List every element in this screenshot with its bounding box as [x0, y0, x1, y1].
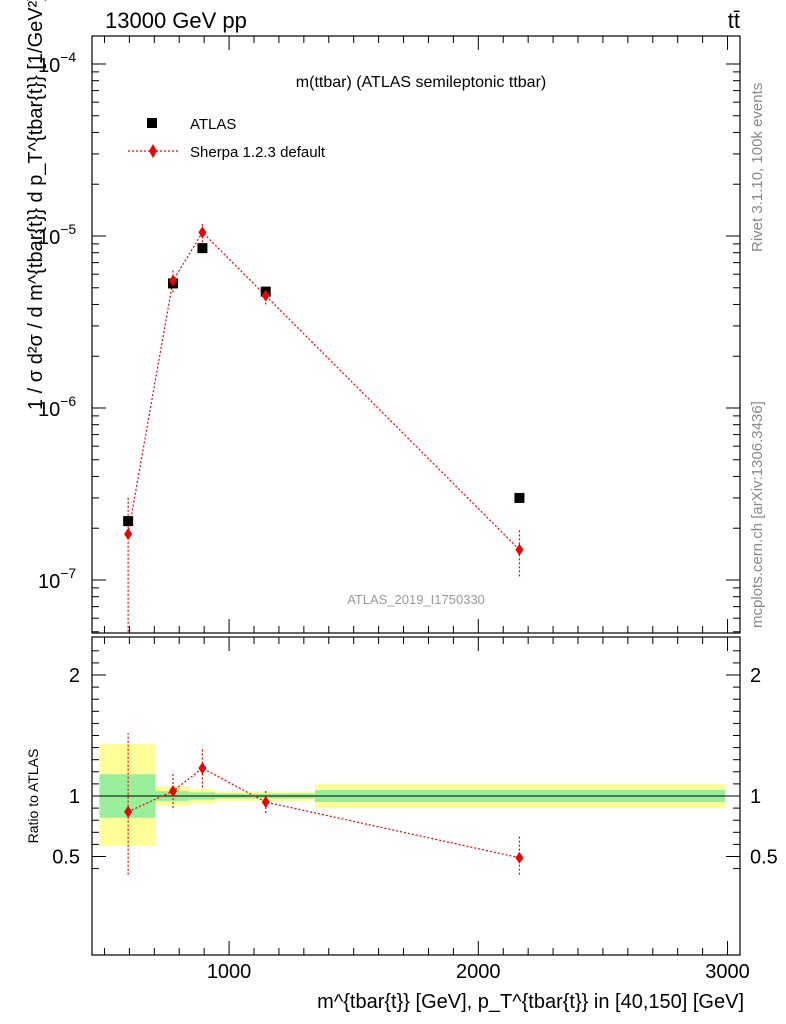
sherpa-point — [169, 274, 177, 287]
atlas-point — [514, 492, 525, 503]
sherpa-point — [515, 543, 524, 556]
ratio-y-tick-label-right: 2 — [750, 665, 761, 687]
main-plot-frame — [91, 35, 741, 634]
x-axis-label: m^{tbar{t}} [GeV], p_T^{tbar{t}} in [40,… — [317, 991, 744, 1013]
ratio-plot-frame — [91, 636, 741, 956]
ratio-y-tick-label: 1 — [69, 786, 80, 808]
main-y-tick-label: 10−5 — [38, 221, 76, 249]
main-y-tick-label: 10−4 — [38, 49, 76, 77]
ratio-sherpa-line — [127, 767, 520, 859]
ratio-y-axis-label: Ratio to ATLAS — [25, 749, 41, 844]
header-right: tt̄ — [728, 8, 740, 33]
ratio-sherpa-point — [198, 762, 207, 775]
legend-label-sherpa: Sherpa 1.2.3 default — [190, 144, 326, 161]
sherpa-point — [198, 226, 207, 239]
rivet-label: Rivet 3.1.10, 100k events — [749, 83, 766, 252]
main-y-tick-label: 10−7 — [38, 565, 76, 593]
ratio-sherpa-point — [515, 851, 524, 864]
ratio-panel: 0.5 0.5 1 1 2 2 1000 2000 3000 Ratio to ATLAS m^… — [25, 636, 778, 1013]
atlas-point — [123, 516, 134, 527]
ratio-y-tick-label-right: 1 — [750, 786, 761, 808]
sherpa-point — [124, 528, 133, 541]
legend-label-atlas: ATLAS — [190, 116, 236, 133]
header-left: 13000 GeV pp — [105, 8, 247, 33]
ratio-y-tick-label-right: 0.5 — [750, 847, 778, 869]
main-title: m(ttbar) (ATLAS semileptonic ttbar) — [296, 74, 546, 91]
main-watermark: ATLAS_2019_I1750330 — [347, 592, 485, 607]
mcplots-label: mcplots.cern.ch [arXiv:1306.3436] — [749, 401, 766, 628]
ratio-y-tick-label: 2 — [69, 665, 80, 687]
sherpa-line — [127, 231, 520, 551]
ratio-y-tick-label: 0.5 — [52, 847, 80, 869]
main-panel: m(ttbar) (ATLAS semileptonic ttbar) ATLA… — [25, 0, 741, 634]
x-tick-label: 3000 — [705, 961, 750, 983]
legend-marker-sherpa — [149, 144, 157, 158]
x-tick-label: 2000 — [456, 961, 501, 983]
legend-marker-atlas — [147, 118, 157, 128]
x-tick-label: 1000 — [207, 961, 252, 983]
legend: ATLAS Sherpa 1.2.3 default — [128, 116, 326, 161]
ratio-sherpa-point — [261, 796, 270, 809]
main-y-tick-label: 10−6 — [38, 393, 76, 421]
ratio-sherpa-point — [169, 785, 177, 798]
ratio-sherpa-point — [124, 805, 133, 818]
main-y-axis-label: 1 / σ d²σ / d m^{tbar{t}} d p_T^{tbar{t}… — [25, 0, 47, 410]
atlas-point — [197, 243, 208, 254]
sherpa-point — [261, 289, 270, 302]
